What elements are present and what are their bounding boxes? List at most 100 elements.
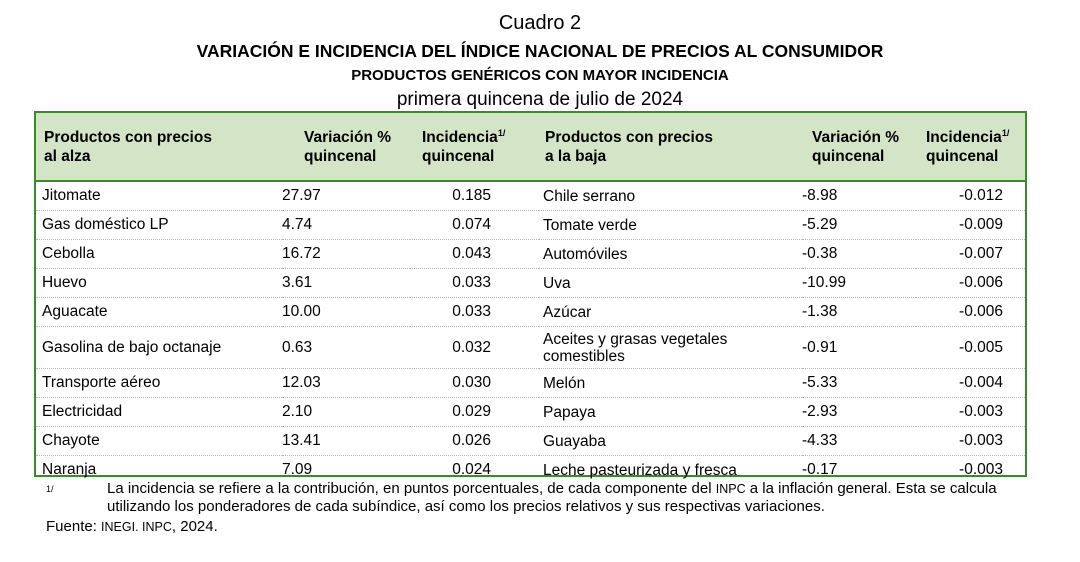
- table-row: Naranja 7.09 0.024 Leche pasteurizada y …: [36, 456, 1025, 485]
- cell-down-product: Azúcar: [539, 297, 802, 327]
- cell-up-product: Jitomate: [36, 181, 282, 211]
- table-row: Gasolina de bajo octanaje 0.63 0.032 Ace…: [36, 326, 1025, 369]
- cell-down-incidence: -0.009: [916, 210, 1025, 240]
- source-text: INEGI. INPC: [101, 520, 172, 534]
- cell-down-product: Tomate verde: [539, 210, 802, 240]
- header-up-incidence-line1: Incidencia: [422, 128, 498, 146]
- cell-down-incidence: -0.003: [916, 426, 1025, 456]
- header-up-variation: Variación % quincenal: [282, 113, 410, 182]
- cell-up-incidence: 0.024: [452, 461, 491, 478]
- cell-down-product: Chile serrano: [539, 181, 802, 211]
- table-row: Gas doméstico LP 4.74 0.074 Tomate verde…: [36, 210, 1025, 240]
- footnote-text-part1: La incidencia se refiere a la contribuci…: [107, 480, 716, 497]
- header-down-variation-line1: Variación %: [812, 128, 900, 146]
- cell-down-variation: -0.91: [802, 326, 916, 369]
- table-number: Cuadro 2: [498, 12, 582, 34]
- cell-down-incidence: -0.003: [959, 461, 1003, 478]
- cell-down-product: Aceites y grasas vegetales comestibles: [539, 326, 802, 369]
- cell-down-variation: -1.38: [802, 297, 916, 327]
- footnote-ref: 1/: [497, 127, 506, 138]
- cell-up-variation: 4.74: [282, 210, 410, 240]
- cell-down-product: Leche pasteurizada y fresca: [543, 461, 737, 479]
- footnote-text-part2: a la inflación general. Esta se calcula …: [107, 480, 997, 515]
- table-row: Aguacate 10.00 0.033 Azúcar -1.38 -0.006: [36, 297, 1025, 327]
- source-note: Fuente: INEGI. INPC, 2024.: [46, 518, 218, 536]
- cell-up-variation: 13.41: [282, 426, 410, 456]
- cell-up-incidence: 0.033: [410, 268, 539, 298]
- footnote-inpc: INPC: [715, 482, 746, 496]
- cell-up-variation: 16.72: [282, 239, 410, 269]
- table-row: Electricidad 2.10 0.029 Papaya -2.93 -0.…: [36, 397, 1025, 427]
- cell-down-incidence: -0.012: [916, 181, 1025, 211]
- period-label: primera quincena de julio de 2024: [396, 89, 684, 110]
- header-down-incidence-line1: Incidencia: [926, 128, 1002, 146]
- header-up-product: Productos con precios al alza: [36, 113, 282, 182]
- cell-up-incidence: 0.030: [410, 368, 539, 398]
- header-down-product-line2: a la baja: [545, 147, 607, 165]
- source-year: , 2024.: [171, 518, 218, 535]
- cell-down-incidence: -0.005: [916, 326, 1025, 369]
- footnote-text: La incidencia se refiere a la contribuci…: [107, 480, 1032, 516]
- header-down-incidence-line2: quincenal: [926, 147, 999, 165]
- cell-up-incidence: 0.033: [410, 297, 539, 327]
- cell-up-variation: 12.03: [282, 368, 410, 398]
- header-up-product-line2: al alza: [44, 147, 91, 165]
- cell-up-incidence: 0.026: [410, 426, 539, 456]
- cell-down-incidence: -0.003: [916, 397, 1025, 427]
- cell-down-incidence: -0.007: [916, 239, 1025, 269]
- cell-down-variation: -4.33: [802, 426, 916, 456]
- table-row: Huevo 3.61 0.033 Uva -10.99 -0.006: [36, 268, 1025, 298]
- data-table-frame: Productos con precios al alza Variación …: [34, 111, 1027, 478]
- cell-up-product: Electricidad: [36, 397, 282, 427]
- table-row: Transporte aéreo 12.03 0.030 Melón -5.33…: [36, 368, 1025, 398]
- table-header-row: Productos con precios al alza Variación …: [36, 113, 1025, 182]
- cell-up-variation: 0.63: [282, 326, 410, 369]
- table-body: Jitomate 27.97 0.185 Chile serrano -8.98…: [36, 181, 1025, 484]
- cell-up-variation: 7.09: [282, 461, 313, 478]
- footnote-ref: 1/: [1001, 127, 1010, 138]
- cell-up-variation: 3.61: [282, 268, 410, 298]
- table-row: Jitomate 27.97 0.185 Chile serrano -8.98…: [36, 181, 1025, 211]
- cell-up-incidence: 0.074: [410, 210, 539, 240]
- cell-up-incidence: 0.032: [410, 326, 539, 369]
- table-row: Chayote 13.41 0.026 Guayaba -4.33 -0.003: [36, 426, 1025, 456]
- cell-up-product: Naranja: [42, 461, 97, 478]
- header-down-incidence: Incidencia1/ quincenal: [916, 113, 1025, 182]
- cell-up-product: Chayote: [36, 426, 282, 456]
- cell-down-variation: -8.98: [802, 181, 916, 211]
- cell-up-product: Huevo: [36, 268, 282, 298]
- cell-up-incidence: 0.185: [410, 181, 539, 211]
- cell-up-product: Gas doméstico LP: [36, 210, 282, 240]
- cell-up-variation: 2.10: [282, 397, 410, 427]
- header-up-incidence-line2: quincenal: [422, 147, 495, 165]
- cell-up-variation: 10.00: [282, 297, 410, 327]
- cell-down-product: Uva: [539, 268, 802, 298]
- cell-up-incidence: 0.043: [410, 239, 539, 269]
- cell-down-variation: -0.17: [802, 461, 838, 478]
- cell-down-variation: -5.33: [802, 368, 916, 398]
- source-label: Fuente:: [46, 518, 102, 535]
- header-down-variation: Variación % quincenal: [802, 113, 916, 182]
- cell-down-incidence: -0.004: [916, 368, 1025, 398]
- cell-up-product: Aguacate: [36, 297, 282, 327]
- header-down-product-line1: Productos con precios: [545, 128, 713, 146]
- cell-up-product: Gasolina de bajo octanaje: [36, 326, 282, 369]
- data-table: Productos con precios al alza Variación …: [36, 113, 1025, 484]
- cell-up-incidence: 0.029: [410, 397, 539, 427]
- cell-up-variation: 27.97: [282, 181, 410, 211]
- page-title: VARIACIÓN E INCIDENCIA DEL ÍNDICE NACION…: [196, 41, 884, 61]
- cell-down-product: Papaya: [539, 397, 802, 427]
- cell-down-variation: -5.29: [802, 210, 916, 240]
- cell-up-product: Transporte aéreo: [36, 368, 282, 398]
- table-row: Cebolla 16.72 0.043 Automóviles -0.38 -0…: [36, 239, 1025, 269]
- header-down-variation-line2: quincenal: [812, 147, 885, 165]
- footnote-mark: 1/: [46, 484, 54, 494]
- header-up-variation-line1: Variación %: [304, 128, 392, 146]
- cell-down-incidence: -0.006: [916, 268, 1025, 298]
- cell-down-variation: -0.38: [802, 239, 916, 269]
- header-up-product-line1: Productos con precios: [44, 128, 212, 146]
- header-down-product: Productos con precios a la baja: [539, 113, 802, 182]
- cell-down-product: Melón: [539, 368, 802, 398]
- cell-up-product: Cebolla: [36, 239, 282, 269]
- cell-down-product: Automóviles: [539, 239, 802, 269]
